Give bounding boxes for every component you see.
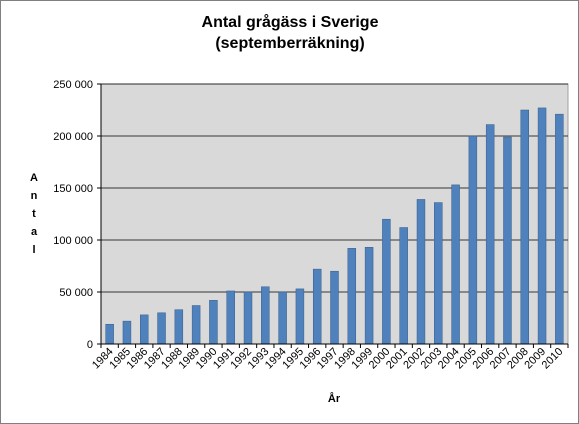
bar-1998	[347, 248, 357, 345]
bar-2000	[382, 218, 391, 345]
bar-1995	[295, 288, 305, 345]
bar-1999	[364, 247, 374, 345]
bar-1992	[243, 291, 253, 345]
chart-title-line-2: (septemberräkning)	[215, 35, 364, 52]
bar-1987	[157, 312, 166, 345]
bar-1996	[312, 268, 322, 345]
bar-1993	[261, 286, 270, 345]
bar-1997	[330, 270, 339, 345]
bar-2007	[503, 136, 512, 345]
bar-1984	[105, 323, 114, 345]
chart-title-line-1: Antal grågäss i Sverige	[202, 13, 379, 31]
bar-1991	[226, 290, 235, 345]
y-tick-label: 250 000	[53, 79, 93, 91]
y-tick-label: 150 000	[53, 183, 93, 195]
bar-1989	[191, 305, 201, 345]
y-tick-labels: 0 50 000 100 000 150 000 200 000 250 000	[53, 79, 93, 351]
y-tick-label: 100 000	[53, 235, 93, 247]
bar-2006	[485, 124, 495, 345]
y-tick-label: 200 000	[53, 131, 93, 143]
bar-2001	[399, 227, 408, 345]
bar-2010	[555, 113, 564, 345]
bar-2003	[434, 202, 443, 345]
bar-1990	[209, 300, 218, 345]
bar-2004	[451, 184, 460, 345]
x-axis-title: År	[328, 392, 341, 405]
x-tick-labels: 1984198519861987198819891990199119921993…	[90, 346, 566, 372]
y-tick-label: 0	[87, 339, 93, 351]
bar-1986	[140, 314, 149, 345]
y-tick-label: 50 000	[59, 287, 93, 299]
axes	[97, 83, 569, 348]
bar-1985	[122, 320, 132, 345]
bar-2005	[468, 135, 478, 345]
bar-1988	[174, 309, 184, 345]
bar-2009	[537, 107, 547, 345]
bar-2008	[520, 109, 529, 345]
bar-1994	[278, 291, 287, 345]
bar-2002	[416, 199, 426, 345]
bars	[105, 107, 564, 345]
